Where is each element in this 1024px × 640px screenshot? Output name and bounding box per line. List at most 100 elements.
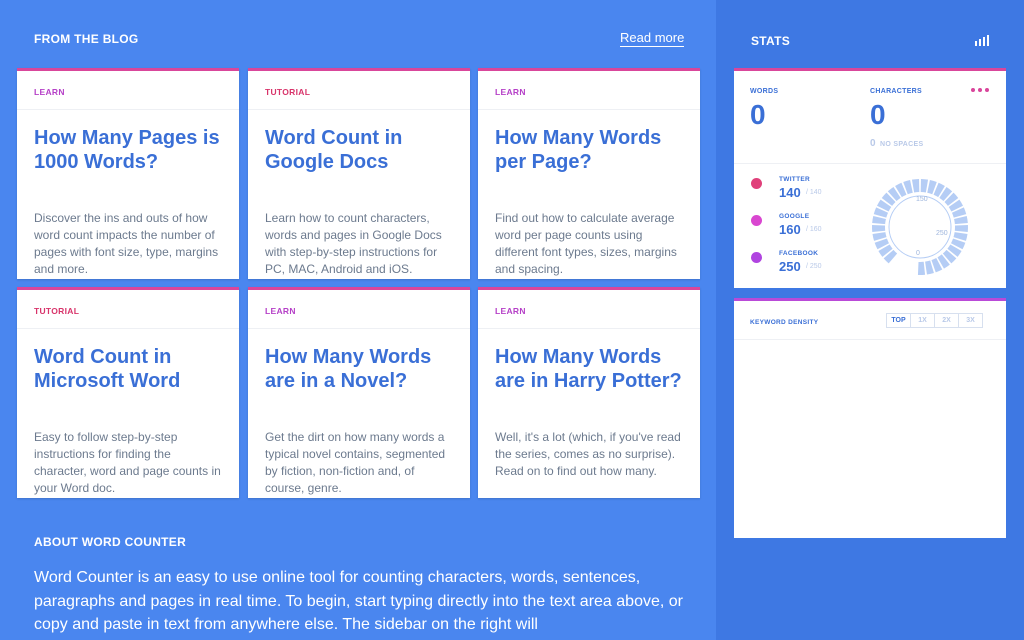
gauge-segment (917, 261, 926, 275)
social-limit: / 140 (806, 189, 822, 196)
gauge-segment (944, 192, 959, 206)
social-name: GOOGLE (779, 213, 810, 220)
gauge-segment (954, 215, 968, 225)
card-text: Easy to follow step-by-step instructions… (34, 430, 221, 495)
gauge-segment (925, 260, 934, 275)
about-heading: ABOUT WORD COUNTER (34, 535, 187, 549)
stats-panel: WORDS 0 CHARACTERS 0 0 NO SPACES TWITTER… (734, 68, 1006, 288)
card-title: How Many Words per Page? (495, 127, 662, 173)
gauge-segment (931, 258, 943, 273)
no-spaces-value: 0 (870, 138, 876, 149)
gauge: 150 250 0 (872, 179, 968, 275)
gauge-segment (927, 180, 937, 195)
gauge-segment (874, 238, 889, 250)
keyword-tab[interactable]: 2X (934, 313, 959, 328)
gauge-segment (911, 179, 920, 193)
card-title: How Many Words are in Harry Potter? (495, 346, 682, 392)
gauge-ring (888, 195, 952, 259)
blog-card[interactable]: LEARN How Many Words are in a Novel? Get t… (248, 287, 470, 498)
card-tag: LEARN (34, 87, 65, 97)
social-dot (751, 252, 762, 263)
stats-heading: STATS (751, 34, 791, 48)
card-tag: TUTORIAL (34, 306, 80, 316)
gauge-label: 250 (936, 230, 948, 237)
gauge-segment (951, 207, 967, 218)
gauge-segment (948, 199, 964, 212)
divider (478, 328, 700, 329)
divider (248, 328, 470, 329)
divider (248, 109, 470, 110)
chart-icon[interactable] (974, 34, 990, 46)
card-title: How Many Words are in a Novel? (265, 346, 432, 392)
gauge-segment (876, 199, 892, 212)
card-title: Word Count in Google Docs (265, 127, 403, 173)
card-tag: LEARN (495, 87, 526, 97)
gauge-segment (872, 224, 886, 233)
gauge-segment (903, 180, 913, 195)
card-text: Learn how to count characters, words and… (265, 211, 442, 276)
gauge-label: 0 (916, 250, 920, 257)
social-limit: / 250 (806, 263, 822, 270)
social-dot (751, 215, 762, 226)
social-count: 140 (779, 185, 801, 200)
social-count: 250 (779, 259, 801, 274)
more-menu[interactable] (970, 87, 990, 93)
keyword-tab[interactable]: TOP (886, 313, 911, 328)
characters-value: 0 (870, 99, 886, 130)
divider (17, 328, 239, 329)
about-text: Word Counter is an easy to use online to… (34, 569, 683, 633)
social-count: 160 (779, 222, 801, 237)
gauge-segment (939, 186, 953, 202)
gauge-segment (878, 244, 893, 257)
divider (734, 163, 1006, 164)
card-text: Well, it's a lot (which, if you've read … (495, 430, 681, 478)
divider (17, 109, 239, 110)
card-text: Find out how to calculate average word p… (495, 211, 677, 276)
card-tag: LEARN (495, 306, 526, 316)
card-text: Get the dirt on how many words a typical… (265, 430, 446, 495)
keyword-tab[interactable]: 3X (958, 313, 983, 328)
gauge-segment (883, 249, 898, 264)
words-label: WORDS (750, 88, 779, 95)
gauge-segment (951, 238, 966, 250)
blog-card[interactable]: TUTORIAL Word Count in Microsoft Word Easy… (17, 287, 239, 498)
gauge-segment (953, 232, 968, 241)
gauge-segment (920, 179, 929, 193)
gauge-segment (881, 192, 896, 206)
gauge-segment (942, 249, 957, 264)
blog-card[interactable]: LEARN How Many Words per Page? Find out ho… (478, 68, 700, 279)
gauge-segment (872, 215, 886, 225)
card-title: How Many Pages is 1000 Words? (34, 127, 220, 173)
gauge-segment (873, 207, 889, 218)
characters-label: CHARACTERS (870, 88, 922, 95)
divider (734, 339, 1006, 340)
gauge-segment (872, 232, 887, 241)
social-limit: / 160 (806, 226, 822, 233)
no-spaces-label: NO SPACES (880, 141, 924, 148)
card-title: Word Count in Microsoft Word (34, 346, 181, 392)
gauge-label: 150 (916, 196, 928, 203)
gauge-segment (933, 182, 945, 198)
blog-heading: FROM THE BLOG (34, 32, 139, 46)
blog-card[interactable]: TUTORIAL Word Count in Google Docs Learn h… (248, 68, 470, 279)
gauge-segment (954, 224, 968, 233)
keyword-heading: KEYWORD DENSITY (750, 319, 819, 326)
blog-card[interactable]: LEARN How Many Words are in Harry Potter?… (478, 287, 700, 498)
social-dot (751, 178, 762, 189)
social-name: FACEBOOK (779, 250, 819, 257)
keyword-tab[interactable]: 1X (910, 313, 935, 328)
social-name: TWITTER (779, 176, 810, 183)
gauge-segment (895, 182, 907, 198)
keyword-panel: KEYWORD DENSITY (734, 298, 1006, 538)
card-tag: LEARN (265, 306, 296, 316)
gauge-segment (887, 186, 901, 202)
card-tag: TUTORIAL (265, 87, 311, 97)
read-more-link[interactable]: Read more (620, 30, 685, 47)
card-text: Discover the ins and outs of how word co… (34, 211, 219, 276)
words-value: 0 (750, 99, 766, 130)
gauge-segment (947, 244, 962, 257)
blog-card[interactable]: LEARN How Many Pages is 1000 Words? Discov… (17, 68, 239, 279)
gauge-segment (937, 254, 950, 269)
